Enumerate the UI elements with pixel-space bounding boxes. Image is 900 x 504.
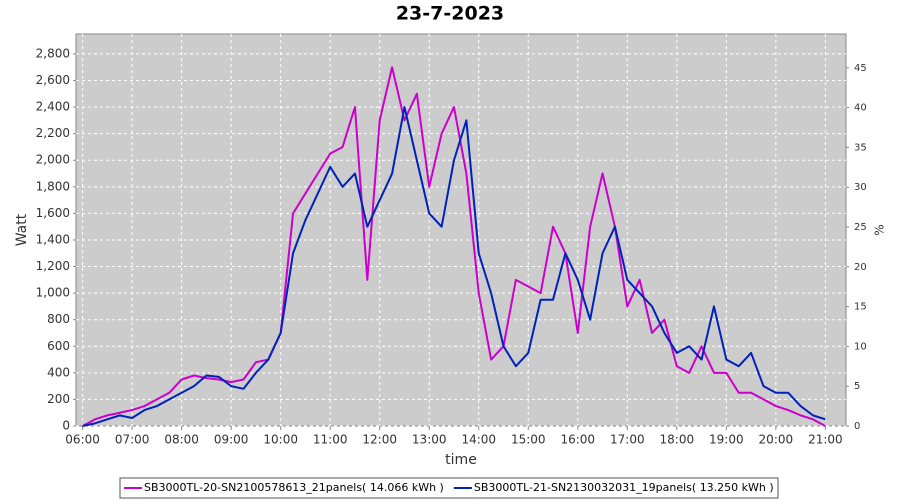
legend-label: SB3000TL-21-SN2130032031_19panels( 13.25… <box>474 481 774 494</box>
y-tick-label: 1,400 <box>36 232 70 246</box>
y-tick-label: 2,800 <box>36 46 70 60</box>
y-tick-label: 200 <box>47 392 70 406</box>
x-tick-label: 20:00 <box>759 433 794 447</box>
x-tick-label: 17:00 <box>610 433 645 447</box>
chart-title: 23-7-2023 <box>396 3 504 25</box>
y2-tick-label: 5 <box>854 381 860 392</box>
y2-tick-label: 20 <box>854 262 867 273</box>
y2-tick-label: 10 <box>854 341 867 352</box>
y2-tick-label: 25 <box>854 222 867 233</box>
x-tick-label: 18:00 <box>660 433 695 447</box>
y2-tick-label: 40 <box>854 103 867 114</box>
x-tick-label: 21:00 <box>808 433 843 447</box>
x-tick-label: 10:00 <box>263 433 298 447</box>
y-tick-label: 400 <box>47 365 70 379</box>
legend-label: SB3000TL-20-SN2100578613_21panels( 14.06… <box>144 481 444 494</box>
x-tick-label: 13:00 <box>412 433 447 447</box>
y-tick-label: 800 <box>47 312 70 326</box>
x-tick-label: 19:00 <box>709 433 744 447</box>
x-tick-label: 07:00 <box>115 433 150 447</box>
y-tick-label: 1,000 <box>36 286 70 300</box>
y-tick-label: 2,200 <box>36 126 70 140</box>
y-tick-label: 1,200 <box>36 259 70 273</box>
legend <box>119 477 779 499</box>
y-tick-label: 1,800 <box>36 179 70 193</box>
x-tick-label: 14:00 <box>461 433 496 447</box>
y-tick-label: 0 <box>62 419 70 433</box>
y-tick-label: 2,400 <box>36 100 70 114</box>
series-line <box>82 66 826 427</box>
y-tick-label: 600 <box>47 339 70 353</box>
x-tick-label: 08:00 <box>164 433 199 447</box>
y2-tick-label: 45 <box>854 63 867 74</box>
series-line <box>82 106 826 427</box>
y2-axis-label: % <box>873 224 887 235</box>
y-axis-label: Watt <box>14 213 30 246</box>
x-tick-label: 15:00 <box>511 433 546 447</box>
x-tick-label: 09:00 <box>214 433 249 447</box>
y2-tick-label: 30 <box>854 182 867 193</box>
x-tick-label: 11:00 <box>313 433 348 447</box>
x-tick-label: 12:00 <box>362 433 397 447</box>
plot-area <box>75 33 847 427</box>
y-tick-label: 1,600 <box>36 206 70 220</box>
x-tick-label: 06:00 <box>65 433 100 447</box>
y2-tick-label: 15 <box>854 302 867 313</box>
y2-tick-label: 35 <box>854 142 867 153</box>
y-tick-label: 2,000 <box>36 153 70 167</box>
x-axis-label: time <box>445 452 477 468</box>
y-tick-label: 2,600 <box>36 73 70 87</box>
y2-tick-label: 0 <box>854 421 860 432</box>
x-tick-label: 16:00 <box>560 433 595 447</box>
